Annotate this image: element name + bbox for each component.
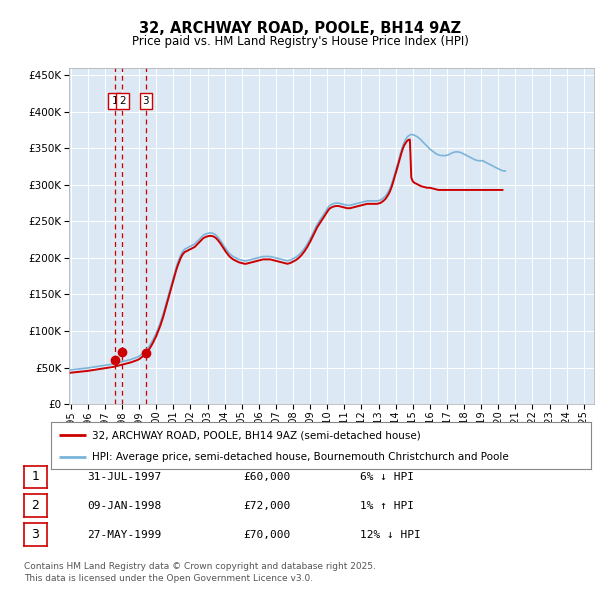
Text: 12% ↓ HPI: 12% ↓ HPI bbox=[360, 530, 421, 539]
Text: Contains HM Land Registry data © Crown copyright and database right 2025.: Contains HM Land Registry data © Crown c… bbox=[24, 562, 376, 571]
Text: HPI: Average price, semi-detached house, Bournemouth Christchurch and Poole: HPI: Average price, semi-detached house,… bbox=[91, 453, 508, 462]
Text: 3: 3 bbox=[31, 528, 40, 541]
Text: 09-JAN-1998: 09-JAN-1998 bbox=[87, 501, 161, 510]
Text: 2: 2 bbox=[119, 96, 126, 106]
Text: £70,000: £70,000 bbox=[243, 530, 290, 539]
Text: 31-JUL-1997: 31-JUL-1997 bbox=[87, 472, 161, 481]
Text: 32, ARCHWAY ROAD, POOLE, BH14 9AZ: 32, ARCHWAY ROAD, POOLE, BH14 9AZ bbox=[139, 21, 461, 35]
Text: 2: 2 bbox=[31, 499, 40, 512]
Text: 1: 1 bbox=[31, 470, 40, 483]
Text: £60,000: £60,000 bbox=[243, 472, 290, 481]
Text: 3: 3 bbox=[143, 96, 149, 106]
Text: 6% ↓ HPI: 6% ↓ HPI bbox=[360, 472, 414, 481]
Text: 27-MAY-1999: 27-MAY-1999 bbox=[87, 530, 161, 539]
Text: £72,000: £72,000 bbox=[243, 501, 290, 510]
Text: 1% ↑ HPI: 1% ↑ HPI bbox=[360, 501, 414, 510]
Text: Price paid vs. HM Land Registry's House Price Index (HPI): Price paid vs. HM Land Registry's House … bbox=[131, 35, 469, 48]
Text: This data is licensed under the Open Government Licence v3.0.: This data is licensed under the Open Gov… bbox=[24, 574, 313, 583]
Text: 32, ARCHWAY ROAD, POOLE, BH14 9AZ (semi-detached house): 32, ARCHWAY ROAD, POOLE, BH14 9AZ (semi-… bbox=[91, 430, 420, 440]
Text: 1: 1 bbox=[112, 96, 118, 106]
